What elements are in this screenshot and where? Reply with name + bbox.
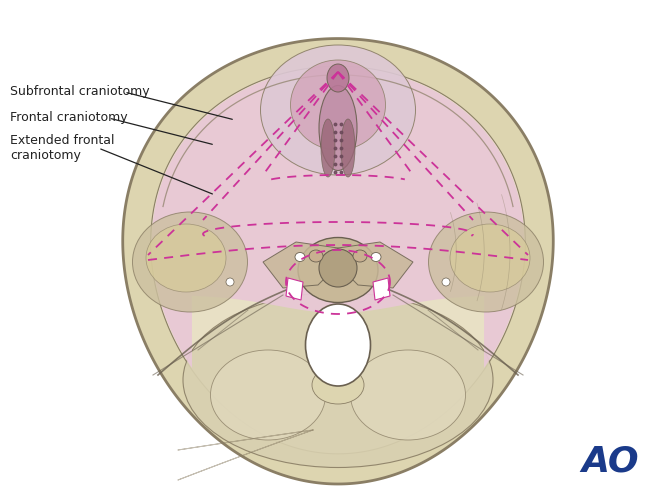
Text: AO: AO [581,445,639,479]
Ellipse shape [321,119,335,177]
Polygon shape [338,242,413,288]
Ellipse shape [132,212,247,312]
Ellipse shape [295,252,305,261]
Polygon shape [373,278,390,300]
Ellipse shape [309,250,323,262]
Ellipse shape [450,224,530,292]
Polygon shape [151,66,525,454]
Text: Subfrontal craniotomy: Subfrontal craniotomy [10,85,150,99]
Polygon shape [263,242,338,288]
Ellipse shape [305,304,370,386]
Ellipse shape [183,292,493,467]
Ellipse shape [319,249,357,287]
Ellipse shape [350,350,466,440]
Ellipse shape [327,64,349,92]
Ellipse shape [298,238,378,303]
Text: Extended frontal
craniotomy: Extended frontal craniotomy [10,134,114,162]
Ellipse shape [261,45,416,175]
Ellipse shape [353,250,367,262]
Ellipse shape [211,350,325,440]
Ellipse shape [226,278,234,286]
Ellipse shape [291,60,386,150]
Ellipse shape [341,119,355,177]
Ellipse shape [442,278,450,286]
Polygon shape [152,68,524,368]
Ellipse shape [319,85,357,171]
Ellipse shape [371,252,381,261]
Ellipse shape [312,366,364,404]
Ellipse shape [428,212,543,312]
Polygon shape [286,278,303,300]
Polygon shape [123,38,553,484]
Text: Frontal craniotomy: Frontal craniotomy [10,111,128,125]
Ellipse shape [146,224,226,292]
